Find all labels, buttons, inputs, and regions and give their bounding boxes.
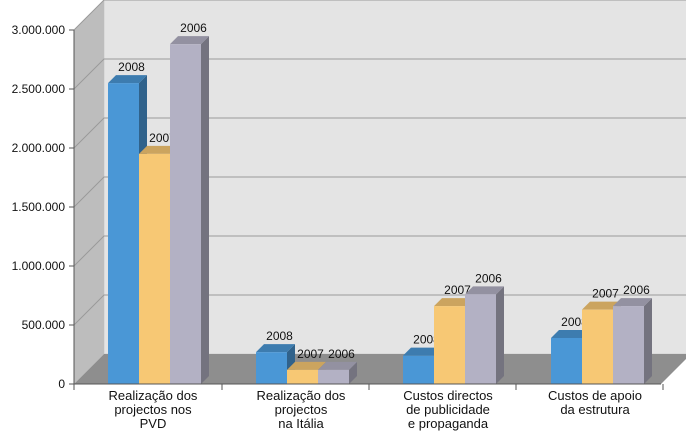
bar-front — [551, 337, 582, 384]
bar-top — [170, 36, 209, 45]
y-tick-label: 1.000.000 — [12, 259, 66, 273]
bar-top — [403, 347, 442, 356]
bar-top — [613, 298, 652, 307]
y-axis: 0 500.000 1.000.000 1.500.000 2.000.000 2.500… — [12, 23, 75, 391]
bar: 2006 — [465, 271, 504, 384]
data-label: 2008 — [118, 60, 145, 74]
bar-side — [349, 361, 357, 384]
y-tick-label: 2.000.000 — [12, 141, 66, 155]
y-tick-label: 2.500.000 — [12, 82, 66, 96]
y-tick-label: 3.000.000 — [12, 23, 66, 37]
x-axis: Realização dos projectos nos PVD Realização… — [73, 383, 664, 431]
data-label: 2007 — [149, 131, 176, 145]
bar-front — [434, 306, 465, 384]
bar-top — [465, 286, 504, 295]
bar-top — [434, 298, 473, 307]
bar-front — [256, 352, 287, 384]
bar-front — [170, 44, 201, 384]
bar-front — [613, 306, 644, 384]
bar-side — [201, 36, 209, 384]
bar-top — [256, 344, 295, 353]
floor — [74, 354, 686, 384]
bar-front — [465, 294, 496, 384]
bar-top — [108, 75, 147, 84]
bar: 2007 — [287, 347, 326, 384]
y-tick-label: 500.000 — [22, 318, 66, 332]
bar-front — [403, 355, 434, 384]
bar-front — [108, 83, 139, 384]
y-tick-label: 0 — [58, 377, 65, 391]
data-label: 2008 — [413, 333, 440, 347]
data-label: 2006 — [328, 347, 355, 361]
bar-front — [582, 309, 613, 384]
bar: 2006 — [613, 283, 652, 384]
bar: 2008 — [256, 329, 295, 384]
data-label: 2007 — [592, 287, 619, 301]
bars: 2008 2007 2006 2008 2007 2006 2008 2007 2006 2008… — [108, 21, 652, 384]
gridline — [73, 235, 686, 267]
gridline — [73, 58, 686, 90]
y-tick-label: 1.500.000 — [12, 200, 66, 214]
bar-side — [644, 298, 652, 384]
data-label: 2006 — [180, 21, 207, 35]
x-category-label: Custos directos de publicidade e propagand… — [403, 388, 493, 431]
x-category-label: Realização dos projectos na Itália — [257, 388, 346, 431]
bar: 2006 — [318, 347, 357, 384]
data-label: 2007 — [444, 283, 471, 297]
data-label: 2007 — [297, 347, 324, 361]
data-label: 2006 — [475, 271, 502, 285]
x-category-label: Realização dos projectos nos PVD — [109, 388, 198, 431]
gridline — [73, 0, 686, 31]
bar: 2006 — [170, 21, 209, 384]
gridline — [73, 117, 686, 149]
data-label: 2008 — [266, 329, 293, 343]
x-category-label: Custos de apoio da estrutura — [548, 388, 642, 417]
bar-top — [139, 145, 178, 154]
bar-front — [318, 369, 349, 384]
data-label: 2008 — [561, 315, 588, 329]
bar-top — [287, 361, 326, 370]
gridline — [73, 176, 686, 208]
bar-top — [318, 361, 357, 370]
bar-top — [582, 301, 621, 310]
data-label: 2006 — [623, 283, 650, 297]
bar-front — [287, 369, 318, 384]
bar-top — [551, 329, 590, 338]
bar-side — [496, 286, 504, 384]
bar-front — [139, 153, 170, 384]
